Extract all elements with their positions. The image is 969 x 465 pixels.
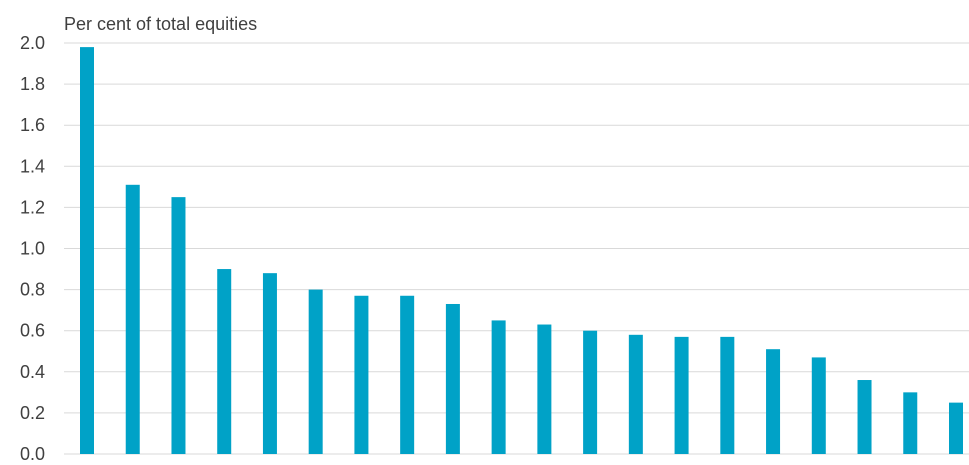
bar bbox=[811, 357, 826, 454]
bar bbox=[308, 289, 323, 454]
gridlines bbox=[64, 42, 969, 455]
bar bbox=[583, 330, 598, 454]
bar bbox=[949, 402, 963, 455]
bar bbox=[400, 295, 415, 454]
y-tick-label: 0.8 bbox=[20, 280, 45, 300]
y-tick-label: 2.0 bbox=[20, 33, 45, 53]
bar bbox=[491, 320, 506, 454]
y-tick-label: 1.2 bbox=[20, 197, 45, 217]
bars bbox=[80, 47, 963, 455]
y-axis-ticks: 0.0 0.2 0.4 0.6 0.8 1.0 1.2 1.4 1.6 1.8 2.0 bbox=[20, 33, 45, 464]
bar bbox=[674, 336, 689, 454]
bar bbox=[217, 269, 232, 454]
bar bbox=[80, 47, 94, 455]
bar bbox=[262, 273, 277, 454]
bar bbox=[766, 349, 781, 454]
bar bbox=[903, 392, 918, 454]
bar bbox=[720, 336, 735, 454]
y-tick-label: 1.8 bbox=[20, 74, 45, 94]
y-tick-label: 0.6 bbox=[20, 321, 45, 341]
y-tick-label: 1.6 bbox=[20, 115, 45, 135]
y-tick-label: 1.0 bbox=[20, 239, 45, 259]
y-tick-label: 0.2 bbox=[20, 403, 45, 423]
bar bbox=[857, 380, 872, 454]
y-tick-label: 1.4 bbox=[20, 156, 45, 176]
bar bbox=[628, 334, 643, 454]
bar bbox=[354, 295, 369, 454]
bar bbox=[445, 303, 460, 454]
y-axis-label: Per cent of total equities bbox=[64, 14, 257, 34]
y-tick-label: 0.4 bbox=[20, 362, 45, 382]
bar bbox=[171, 197, 186, 455]
bar bbox=[537, 324, 552, 454]
y-tick-label: 0.0 bbox=[20, 444, 45, 460]
bar bbox=[125, 184, 140, 455]
